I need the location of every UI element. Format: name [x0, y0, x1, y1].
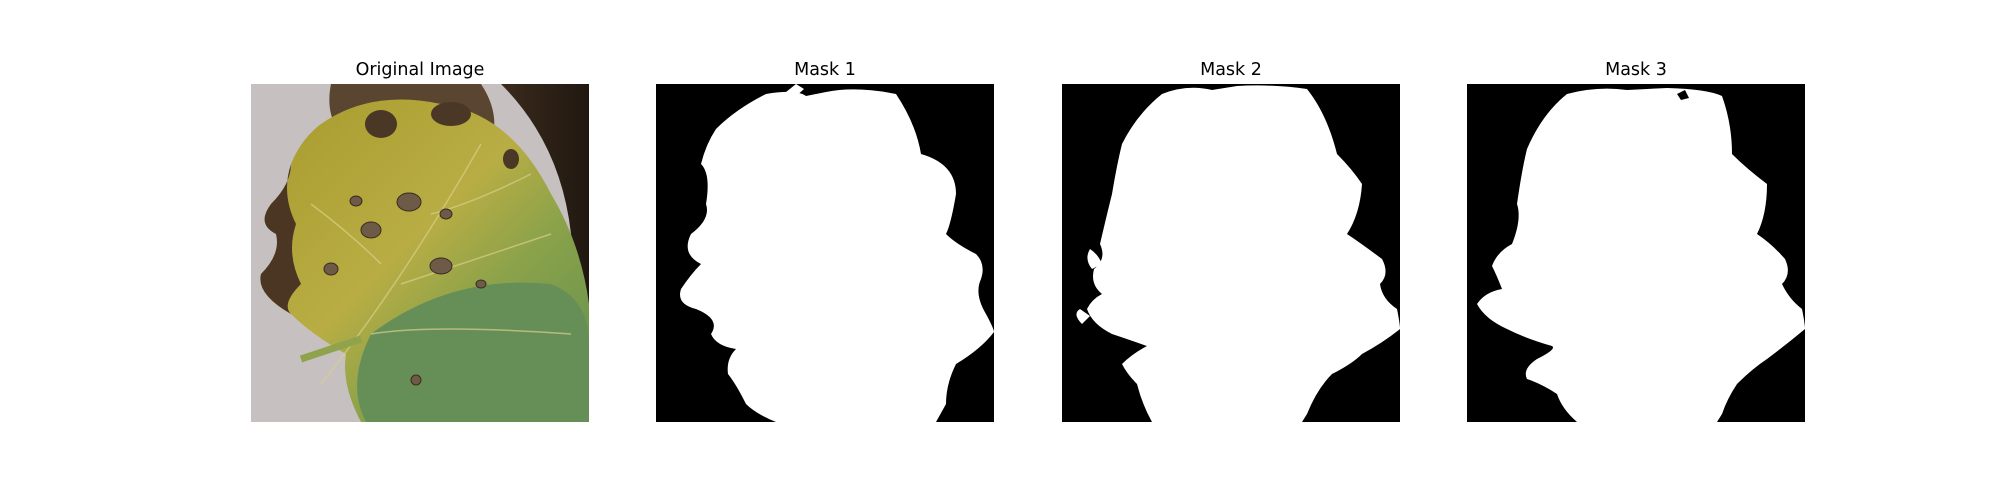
mask-1-image — [656, 84, 994, 422]
mask-3-image — [1467, 84, 1805, 422]
original-leaf-photo — [251, 84, 589, 422]
panel-title: Mask 3 — [1605, 60, 1667, 80]
mask-2-image — [1062, 84, 1400, 422]
panel-title: Mask 1 — [794, 60, 856, 80]
panel-title: Original Image — [355, 60, 485, 80]
panel-title: Mask 2 — [1200, 60, 1262, 80]
